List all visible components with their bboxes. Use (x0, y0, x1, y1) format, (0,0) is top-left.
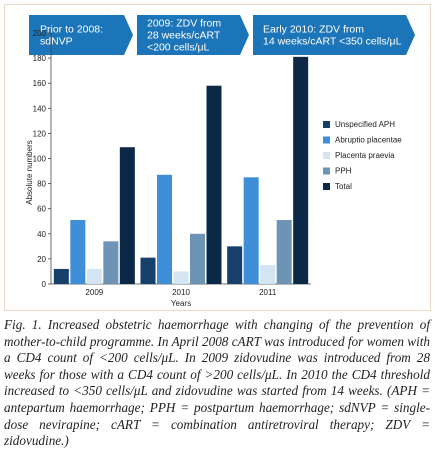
banner-2-text: 2009: ZDV from (147, 18, 221, 30)
bar-2011-2 (243, 177, 259, 284)
bar-2009-3 (86, 268, 102, 284)
legend-swatch-5 (323, 183, 330, 190)
x-tick-label: 2010 (172, 288, 190, 297)
figure-panel: Prior to 2008: sdNVP 2009: ZDV from 28 week… (4, 4, 431, 311)
caption-text: In April 2008 cART was introduced for wo… (4, 333, 430, 449)
banner-3-text: 14 weeks/cART <350 cells/μL (263, 36, 402, 48)
y-tick-label: 160 (33, 79, 47, 88)
bar-2009-1 (53, 268, 69, 284)
y-tick-label: 140 (33, 104, 47, 113)
bar-2010-4 (190, 233, 205, 284)
y-axis-title: Absolute numbers (25, 140, 34, 204)
bar-2010-2 (157, 174, 172, 284)
bar-2009-4 (103, 241, 119, 284)
legend-label-5: Total (335, 182, 352, 191)
bar-2011-5 (293, 56, 309, 284)
legend-label-4: PPH (335, 167, 352, 176)
x-axis-title: Years (171, 299, 191, 308)
x-tick-label: 2011 (259, 288, 277, 297)
banner-1-text: Prior to 2008: (40, 24, 103, 36)
y-tick-label: 180 (33, 54, 47, 63)
y-tick-label: 120 (33, 129, 47, 138)
banner-2-text: <200 cells/μL (147, 42, 210, 54)
legend-label-3: Placenta praevia (335, 151, 395, 160)
legend-swatch-2 (323, 136, 330, 144)
legend-swatch-3 (323, 152, 330, 159)
legend-swatch-1 (323, 121, 330, 128)
banner-3-text: Early 2010: ZDV from (263, 24, 364, 36)
banner-2-text: 28 weeks/cART (147, 30, 221, 42)
x-tick-label: 2009 (85, 288, 103, 297)
banner-arrow-2 (137, 15, 249, 55)
y-tick-label: 100 (33, 155, 47, 164)
bar-2011-1 (227, 246, 243, 284)
bar-2010-5 (206, 85, 222, 285)
y-tick-label: 40 (37, 230, 46, 239)
bar-2011-3 (260, 265, 276, 284)
banner-1-text: sdNVP (40, 36, 73, 48)
caption-lead: Fig. 1. Increased obstetric haemorrhage … (4, 317, 430, 349)
legend-label-1: Unspecified APH (335, 120, 395, 129)
y-tick-label: 80 (37, 180, 46, 189)
y-tick-label: 0 (42, 280, 47, 289)
banner-arrow-3 (253, 15, 415, 55)
y-tick-label: 200 (33, 29, 47, 38)
bar-2010-1 (140, 257, 156, 284)
legend-label-2: Abruptio placentae (335, 136, 402, 145)
banner-arrow-1 (29, 15, 133, 55)
y-tick-label: 20 (37, 255, 46, 264)
bar-2011-4 (276, 219, 292, 284)
legend-swatch-4 (323, 167, 330, 175)
bar-2009-2 (70, 219, 86, 284)
figure-caption: Fig. 1. Increased obstetric haemorrhage … (4, 317, 430, 450)
bar-2010-3 (173, 271, 189, 284)
y-tick-label: 60 (37, 205, 46, 214)
bar-2009-5 (119, 147, 135, 284)
